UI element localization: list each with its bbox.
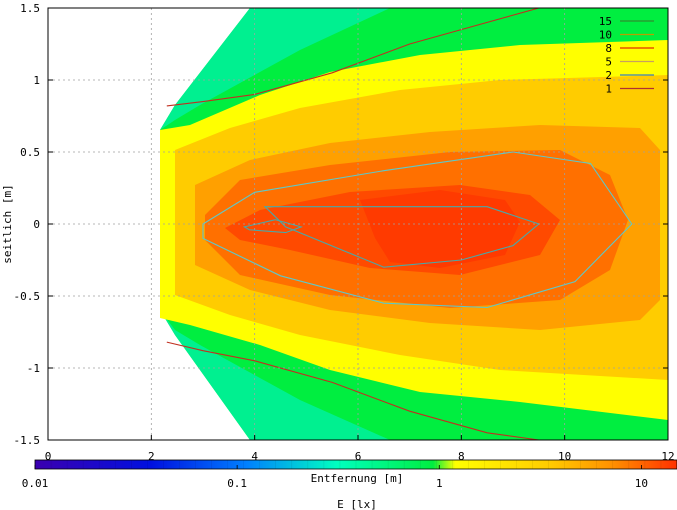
legend-label-1: 1 xyxy=(605,83,612,96)
y-tick-label: 1 xyxy=(33,74,40,87)
legend-label-5: 5 xyxy=(605,56,612,69)
y-tick-label: -0.5 xyxy=(14,290,41,303)
legend-label-2: 2 xyxy=(605,69,612,82)
contour-10 xyxy=(263,206,540,268)
y-axis-label: seitlich [m] xyxy=(1,184,14,263)
band-teal-lower xyxy=(160,310,390,440)
colorbar xyxy=(34,459,677,470)
grid xyxy=(48,8,668,440)
x-tick-label: 8 xyxy=(458,450,465,463)
colorbar-label: E [lx] xyxy=(337,498,377,510)
y-tick-label: -1.5 xyxy=(14,434,41,447)
band-red xyxy=(360,190,520,268)
contour-1-upper- xyxy=(166,8,539,107)
colorbar-tick-label: 1 xyxy=(436,477,443,490)
colorbar-border xyxy=(34,459,677,470)
x-tick-label: 0 xyxy=(45,450,52,463)
colorbar-tick-label: 0.01 xyxy=(22,477,49,490)
colorbar-ticks: 0.01 0.1 1 10 xyxy=(22,465,648,490)
legend-label-8: 8 xyxy=(605,42,612,55)
y-tick-label: -1 xyxy=(27,362,40,375)
colorbar-tick-label: 0.1 xyxy=(227,477,247,490)
contour-5 xyxy=(202,151,633,309)
y-tick-label: 0.5 xyxy=(20,146,40,159)
colorbar-tick-label: 10 xyxy=(635,477,648,490)
legend-label-15: 15 xyxy=(599,15,612,28)
x-tick-label: 6 xyxy=(355,450,362,463)
legend-label-10: 10 xyxy=(599,29,612,42)
colorbar-gradient xyxy=(35,460,677,469)
x-axis-label: Entfernung [m] xyxy=(311,472,404,485)
x-tick-label: 2 xyxy=(148,450,155,463)
contour-lines xyxy=(166,8,633,440)
x-tick-label: 4 xyxy=(251,450,258,463)
y-tick-label: 0 xyxy=(33,218,40,231)
y-tick-label: 1.5 xyxy=(20,2,40,15)
contour-1-lower- xyxy=(166,341,539,440)
band-teal xyxy=(160,8,390,130)
y-axis: 1.5 1 0.5 0 -0.5 -1 -1.5 xyxy=(14,2,668,447)
